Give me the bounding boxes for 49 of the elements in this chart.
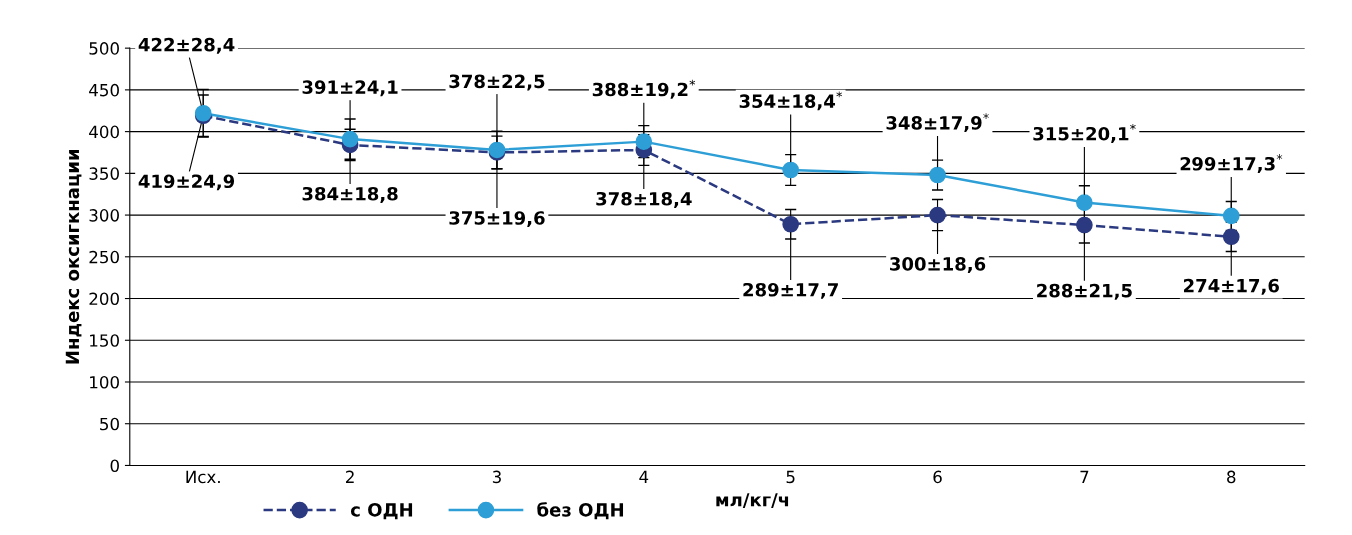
point bbox=[1222, 207, 1240, 225]
point bbox=[929, 206, 946, 224]
data-label: 391±24,1 bbox=[302, 80, 398, 97]
x-tick-label: 2 bbox=[346, 470, 354, 483]
data-label: 274±17,6 bbox=[1183, 278, 1279, 295]
point bbox=[635, 133, 653, 150]
point bbox=[1222, 228, 1240, 246]
x-axis-title: мл/кг/ч bbox=[716, 493, 789, 508]
data-label: 354±18,4$^{*}$ bbox=[739, 91, 842, 111]
x-tick-label: 6 bbox=[933, 470, 942, 484]
x-tick-label: 4 bbox=[639, 470, 649, 483]
y-tick-label: 150 bbox=[90, 334, 119, 347]
point bbox=[341, 130, 359, 148]
y-tick-label: 400 bbox=[89, 125, 119, 139]
x-tick-label: 8 bbox=[1227, 470, 1236, 484]
point bbox=[929, 166, 946, 184]
y-tick-label: 0 bbox=[110, 459, 119, 473]
data-label: 378±18,4 bbox=[596, 191, 692, 208]
data-label: 384±18,8 bbox=[302, 186, 398, 203]
y-tick-label: 300 bbox=[89, 209, 119, 222]
point bbox=[1076, 216, 1093, 234]
data-label: 388±19,2$^{*}$ bbox=[592, 79, 696, 99]
x-tick-label: 5 bbox=[786, 470, 795, 484]
data-label: 289±17,7 bbox=[743, 282, 838, 299]
y-tick-label: 200 bbox=[89, 292, 119, 306]
point bbox=[1076, 194, 1093, 211]
x-tick-label: 3 bbox=[492, 470, 501, 484]
legend-label: без ОДН bbox=[537, 502, 624, 520]
y-axis-title: Индекс оксигкнации bbox=[65, 149, 82, 364]
data-label: 288±21,5 bbox=[1037, 283, 1132, 300]
data-label: 299±17,3$^{*}$ bbox=[1180, 154, 1283, 173]
data-label: 315±20,1$^{*}$ bbox=[1033, 124, 1136, 143]
data-label: 422±28,4 bbox=[138, 37, 235, 54]
data-label: 375±19,6 bbox=[449, 211, 545, 228]
y-tick-label: 350 bbox=[89, 167, 119, 180]
y-tick-label: 500 bbox=[89, 42, 119, 55]
point bbox=[782, 215, 800, 233]
data-label: 419±24,9 bbox=[138, 174, 235, 191]
data-label: 378±22,5 bbox=[449, 74, 545, 91]
point bbox=[782, 161, 800, 179]
data-label: 300±18,6 bbox=[890, 257, 986, 274]
x-tick-label: 7 bbox=[1080, 470, 1089, 483]
data-label: 348±17,9$^{*}$ bbox=[886, 113, 989, 133]
y-tick-label: 250 bbox=[89, 250, 119, 264]
legend-label: с ОДН bbox=[350, 502, 413, 520]
x-tick-label: Исх. bbox=[186, 470, 220, 484]
y-tick-label: 450 bbox=[89, 83, 119, 97]
y-tick-label: 100 bbox=[90, 375, 119, 389]
y-tick-label: 50 bbox=[100, 417, 119, 431]
